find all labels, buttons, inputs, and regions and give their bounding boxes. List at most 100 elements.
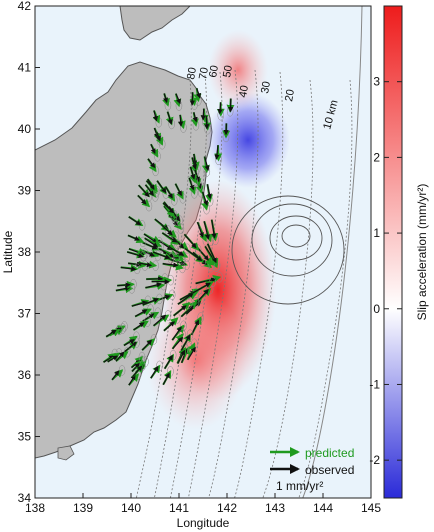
trench-line <box>302 6 363 498</box>
observed-vector <box>164 354 173 369</box>
observed-vector <box>166 111 173 125</box>
observed-vector <box>177 349 186 364</box>
observed-vector <box>120 266 137 272</box>
observed-vector <box>127 234 140 241</box>
depth-contours <box>136 69 353 498</box>
observed-vector <box>150 365 159 379</box>
observed-vector <box>132 365 143 377</box>
closed-contours <box>231 195 345 305</box>
observed-vector <box>163 321 176 332</box>
observed-vector <box>162 262 179 268</box>
observed-vector <box>187 346 196 361</box>
observed-vector <box>152 110 158 122</box>
observed-vector <box>206 184 212 200</box>
observed-vector <box>163 93 169 104</box>
y-tick-label: 36 <box>18 368 32 382</box>
observed-vector <box>147 178 155 191</box>
observed-vector <box>107 355 119 363</box>
positive-anomaly-south <box>146 290 246 430</box>
x-tick-label: 140 <box>121 501 141 515</box>
x-tick-label: 144 <box>313 501 333 515</box>
observed-vector <box>214 145 220 160</box>
legend-scale-label: 1 mm/yr² <box>276 479 323 493</box>
observed-vector <box>161 224 173 236</box>
map-area <box>35 6 371 498</box>
observed-vector <box>177 292 194 305</box>
observed-vector <box>189 166 196 180</box>
velocity-vectors <box>102 87 235 386</box>
depth-label-60: 60 <box>207 64 221 78</box>
observed-vector <box>191 282 211 294</box>
observed-vector <box>192 153 198 166</box>
x-tick-label: 142 <box>217 501 237 515</box>
observed-vector <box>196 221 204 238</box>
y-axis-title: Latitude <box>1 230 15 273</box>
observed-vector <box>144 184 154 197</box>
observed-vector <box>175 93 181 105</box>
depth-label-30: 30 <box>259 80 273 94</box>
x-tick-label: 145 <box>361 501 381 515</box>
observed-vector <box>152 251 171 260</box>
observed-vector <box>192 112 198 123</box>
colorbar-gradient <box>383 5 403 499</box>
observed-vector <box>178 114 184 127</box>
observed-vector <box>153 314 167 327</box>
observed-vector <box>173 305 187 317</box>
observed-vector <box>217 102 223 115</box>
negative-anomaly <box>206 92 290 188</box>
observed-vector <box>123 339 135 347</box>
depth-label-80: 80 <box>185 66 199 80</box>
observed-vector <box>142 297 159 306</box>
observed-vector <box>200 108 206 121</box>
colorbar-label: Slip acceleration (mm/yr²) <box>415 184 429 321</box>
colorbar: 3 2 1 0 -1 -2 Slip acceleration (mm/yr²) <box>369 5 429 499</box>
observed-vector <box>128 216 142 226</box>
observed-vector <box>105 329 117 338</box>
y-tick-label: 40 <box>18 122 32 136</box>
colorbar-tick-label: 1 <box>373 226 380 240</box>
depth-label-20: 20 <box>283 88 297 102</box>
observed-vector <box>203 221 210 240</box>
land-hokkaido <box>119 6 191 41</box>
observed-vector <box>137 194 147 205</box>
y-tick-label: 37 <box>18 307 32 321</box>
observed-vector <box>168 246 185 256</box>
observed-vector <box>204 115 210 130</box>
observed-vector <box>126 251 144 258</box>
observed-vector <box>115 351 125 362</box>
observed-vector <box>131 300 148 307</box>
x-tick-label: 138 <box>25 501 45 515</box>
observed-vector <box>201 191 209 206</box>
colorbar-ticks: 3 2 1 0 -1 -2 <box>369 75 402 467</box>
positive-anomaly-north <box>208 30 268 110</box>
observed-vector <box>117 282 131 288</box>
y-tick-label: 34 <box>18 491 32 505</box>
observed-vector <box>142 241 158 250</box>
colorbar-tick-label: 0 <box>373 302 380 316</box>
colorbar-tick-label: -1 <box>369 377 380 391</box>
observed-vector <box>128 374 136 386</box>
y-tick-label: 38 <box>18 245 32 259</box>
observed-vector <box>133 322 145 331</box>
observed-vector <box>180 305 194 318</box>
observed-vector <box>155 131 161 142</box>
observed-vector <box>144 237 159 248</box>
observed-vector <box>141 339 152 351</box>
colorbar-tick-label: -2 <box>369 453 380 467</box>
depth-label-50: 50 <box>221 64 235 78</box>
observed-vector <box>204 156 210 172</box>
observed-vector <box>191 157 197 170</box>
y-tick-label: 41 <box>18 61 32 75</box>
colorbar-tick-label: 3 <box>373 75 380 89</box>
observed-vector <box>172 336 184 350</box>
observed-vector <box>156 180 167 194</box>
observed-vector <box>174 183 182 197</box>
observed-vector <box>162 372 170 386</box>
observed-vector <box>134 309 148 318</box>
observed-vector <box>150 143 156 155</box>
observed-vector <box>162 202 175 214</box>
legend-predicted-label: predicted <box>305 446 354 460</box>
observed-vector <box>183 233 197 249</box>
observed-vector <box>165 186 173 199</box>
